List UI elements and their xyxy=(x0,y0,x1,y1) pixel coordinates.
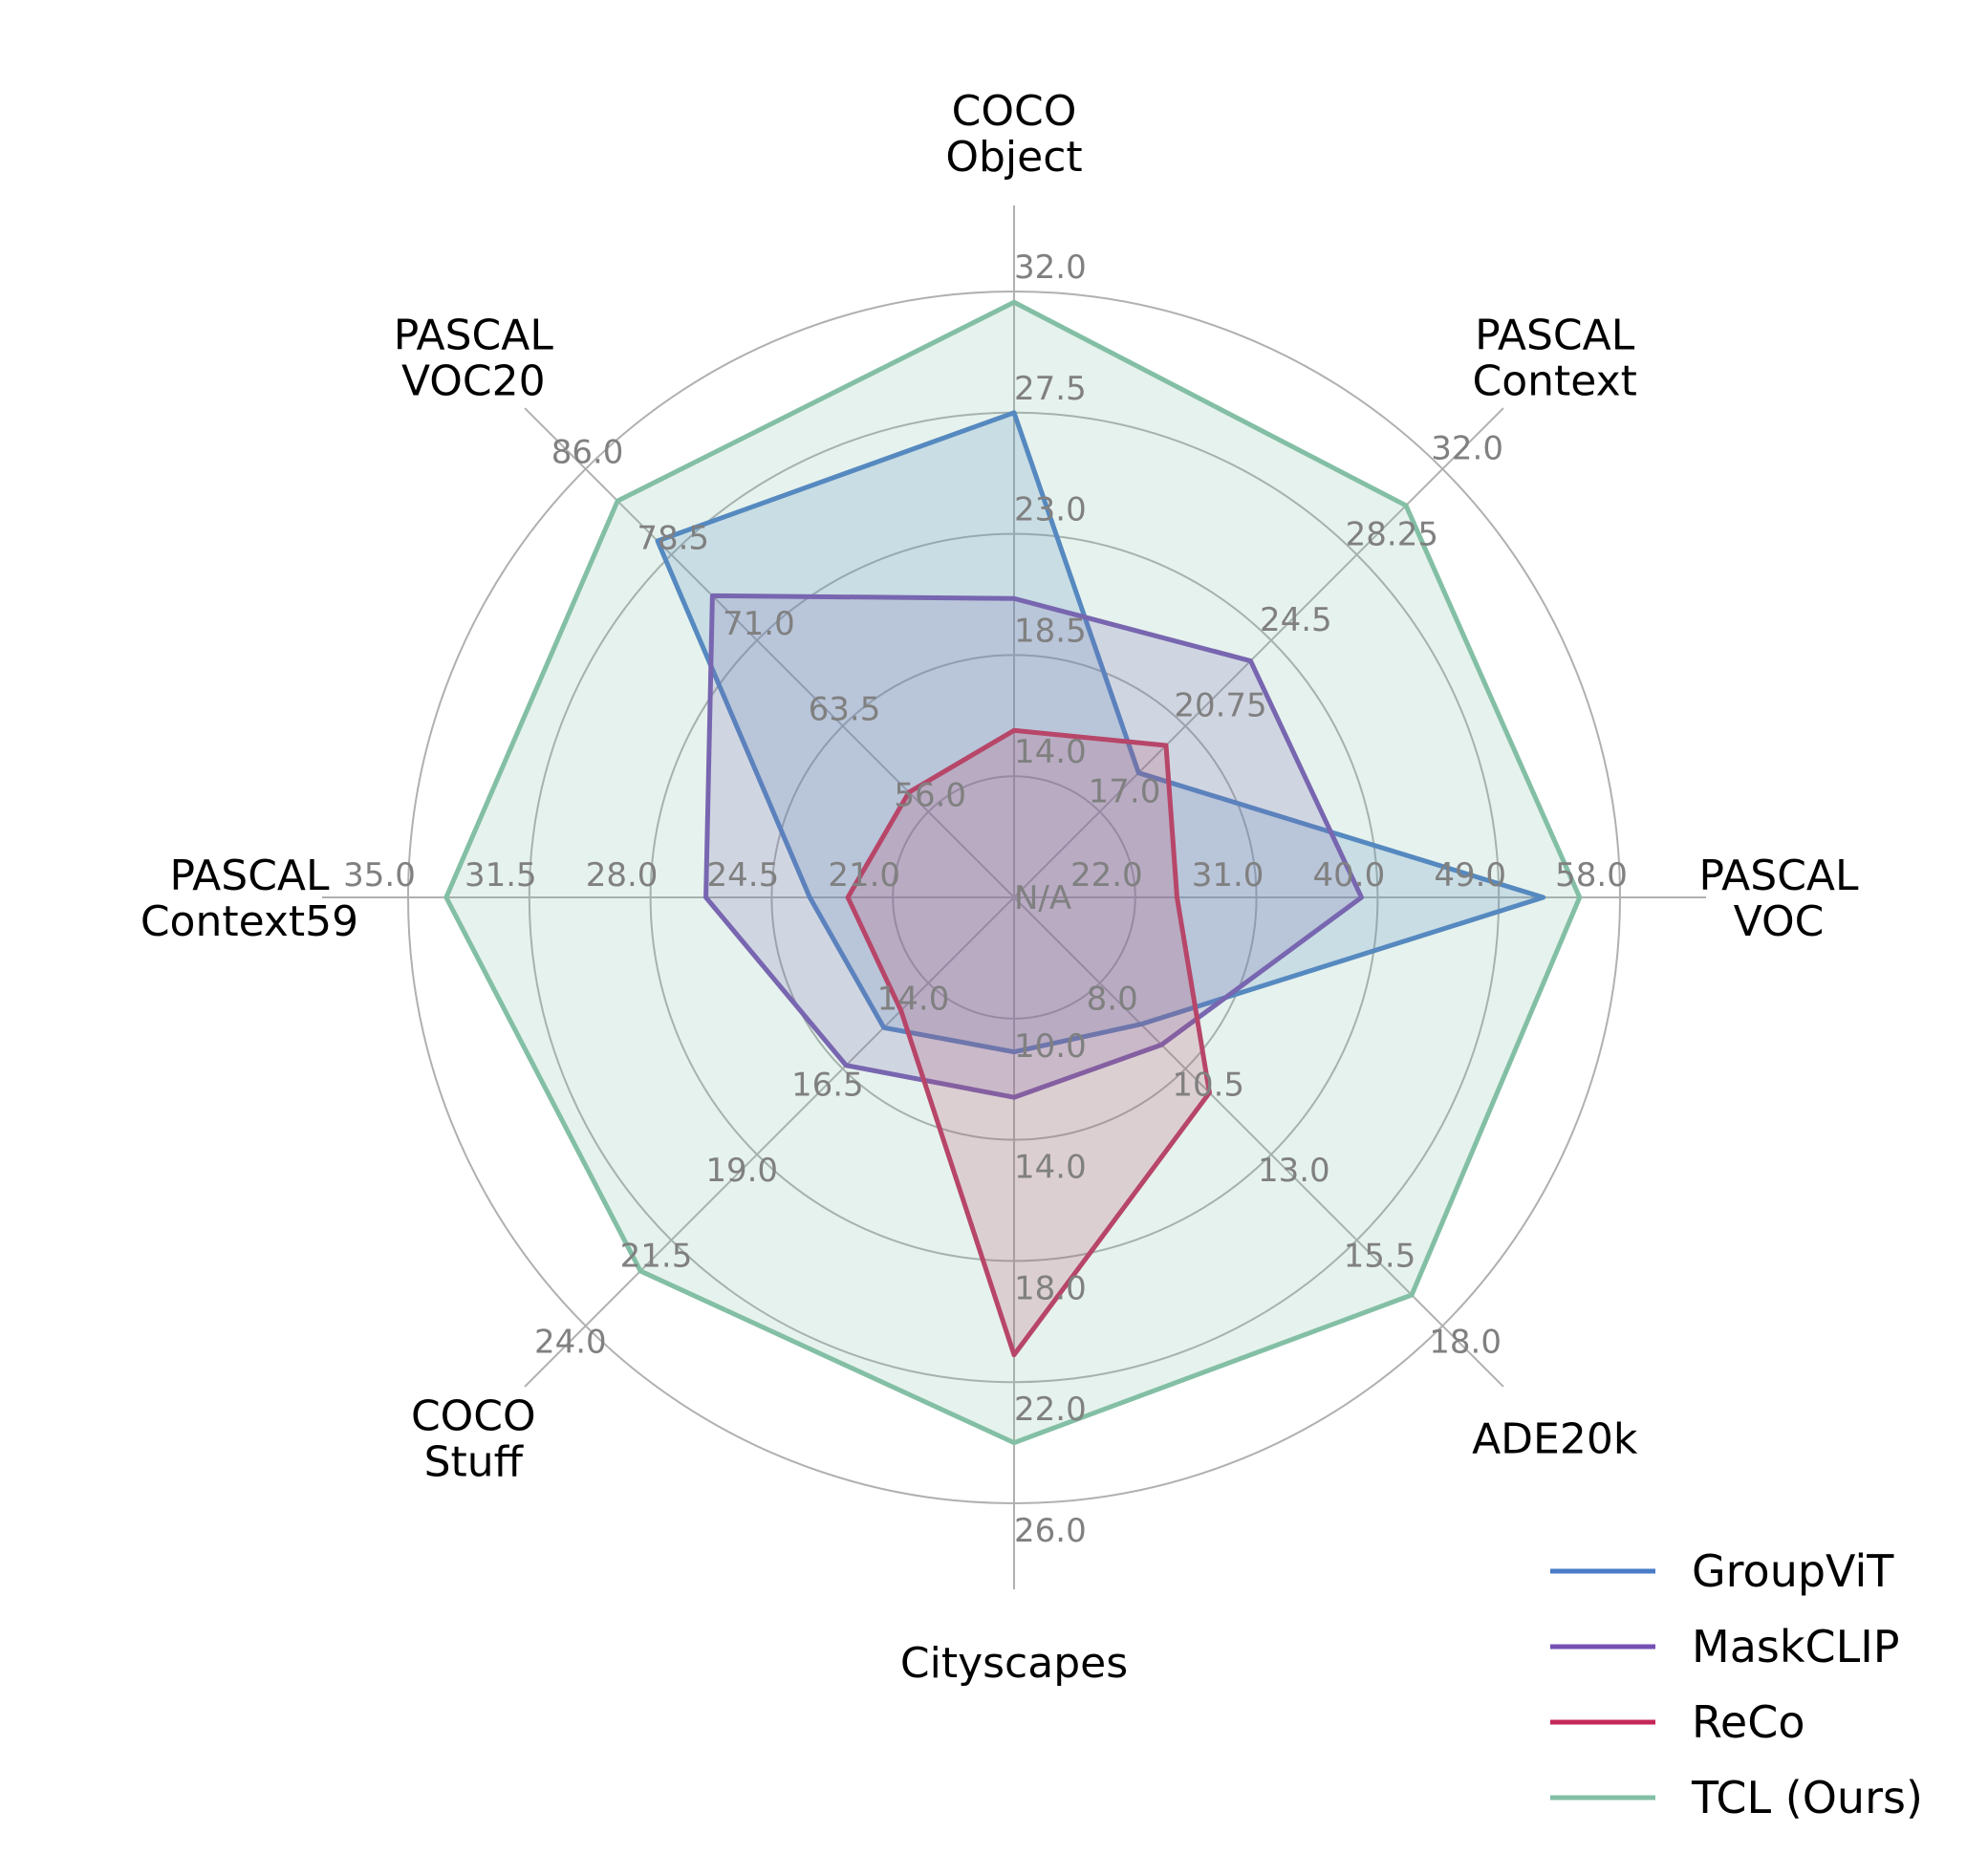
tick-label: 21.0 xyxy=(828,856,900,895)
series-fill-3 xyxy=(445,302,1580,1443)
tick-label: 63.5 xyxy=(809,691,881,729)
tick-label: 31.5 xyxy=(465,856,537,895)
tick-label: N/A xyxy=(1014,879,1071,917)
tick-label: 14.0 xyxy=(1014,1149,1087,1187)
axis-label-5: COCO Stuff xyxy=(411,1392,536,1487)
axis-label-1: PASCAL Context xyxy=(1473,311,1637,405)
tick-label: 18.5 xyxy=(1014,612,1087,650)
legend-label-0: GroupViT xyxy=(1692,1545,1894,1597)
axis-label-7: ADE20k xyxy=(1472,1415,1638,1464)
axis-spoke-3 xyxy=(524,407,1015,898)
legend-label-3: TCL (Ours) xyxy=(1691,1772,1923,1823)
axis-spoke-5 xyxy=(524,896,1015,1388)
tick-label: 28.25 xyxy=(1346,515,1438,553)
axis-spoke-7 xyxy=(1013,896,1504,1388)
tick-label: 71.0 xyxy=(723,605,795,643)
axis-label-3: PASCAL VOC20 xyxy=(394,311,554,405)
tick-label: 10.5 xyxy=(1172,1066,1244,1104)
tick-label: 21.5 xyxy=(620,1238,693,1276)
tick-label: 32.0 xyxy=(1431,430,1503,468)
tick-label: 78.5 xyxy=(637,519,709,557)
tick-label: 14.0 xyxy=(1014,733,1087,771)
tick-label: 23.0 xyxy=(1014,491,1087,529)
tick-label: 17.0 xyxy=(1089,772,1161,810)
tick-label: 24.0 xyxy=(534,1323,607,1361)
axis-label-4: PASCAL Context59 xyxy=(140,852,358,946)
radar-series xyxy=(443,299,1583,1446)
series-fill-2 xyxy=(848,730,1210,1355)
tick-label: 15.5 xyxy=(1344,1238,1416,1276)
tick-label: 18.0 xyxy=(1014,1269,1087,1307)
tick-label: 8.0 xyxy=(1087,981,1138,1019)
tick-label: 18.0 xyxy=(1429,1323,1502,1361)
radar-grid xyxy=(322,205,1706,1589)
axis-label-0: PASCAL VOC xyxy=(1698,852,1859,946)
axis-label-2: COCO Object xyxy=(945,87,1082,182)
tick-label: 24.5 xyxy=(1260,601,1332,639)
axis-labels: PASCAL VOC PASCAL Context COCO Object PASCAL VO… xyxy=(140,87,1859,1688)
tick-label: 26.0 xyxy=(1014,1512,1087,1550)
tick-label: 56.0 xyxy=(894,776,966,814)
tick-label: 16.5 xyxy=(791,1066,864,1104)
series-line-3 xyxy=(443,299,1583,1446)
tick-labels: N/A22.0 31.0 40.0 49.0 58.017.020.7524.528.2… xyxy=(343,248,1628,1550)
legend-label-1: MaskCLIP xyxy=(1692,1621,1900,1672)
tick-label: 58.0 xyxy=(1555,856,1628,895)
tick-label: 40.0 xyxy=(1313,856,1386,895)
tick-label: 20.75 xyxy=(1174,687,1266,725)
series-line-2 xyxy=(845,727,1212,1358)
tick-label: 13.0 xyxy=(1258,1152,1330,1190)
tick-label: 35.0 xyxy=(343,856,416,895)
tick-label: 22.0 xyxy=(1070,856,1143,895)
tick-label: 31.0 xyxy=(1192,856,1264,895)
tick-label: 24.5 xyxy=(707,856,780,895)
series-line-0 xyxy=(655,410,1546,1055)
series-fill-0 xyxy=(658,412,1544,1052)
series-fill-1 xyxy=(705,595,1362,1098)
legend-label-2: ReCo xyxy=(1692,1696,1804,1748)
legend: GroupViT MaskCLIP ReCo TCL (Ours) xyxy=(1550,1545,1923,1823)
tick-label: 10.0 xyxy=(1014,1027,1087,1066)
tick-label: 14.0 xyxy=(877,981,950,1019)
axis-spoke-1 xyxy=(1013,407,1504,898)
series-line-1 xyxy=(703,593,1364,1100)
tick-label: 86.0 xyxy=(551,434,624,472)
tick-label: 19.0 xyxy=(705,1152,778,1190)
tick-label: 22.0 xyxy=(1014,1391,1087,1429)
tick-label: 27.5 xyxy=(1014,370,1087,408)
axis-label-6: Cityscapes xyxy=(900,1639,1128,1688)
tick-label: 28.0 xyxy=(586,856,659,895)
tick-label: 49.0 xyxy=(1434,856,1506,895)
tick-label: 32.0 xyxy=(1014,248,1087,287)
